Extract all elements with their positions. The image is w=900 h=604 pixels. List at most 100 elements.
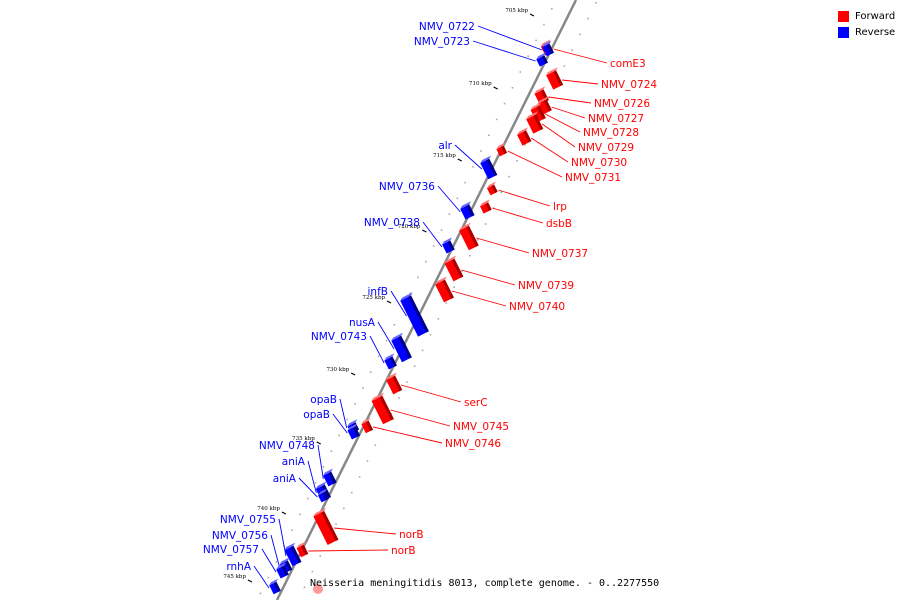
tick-label: 725 kbp: [362, 295, 385, 301]
gene-shade: [352, 422, 360, 431]
gene-top: [315, 481, 327, 489]
gene-shade: [447, 240, 455, 251]
gene-label-nmv-0756[interactable]: NMV_0756: [212, 530, 268, 542]
gene-label-nmv-0722[interactable]: NMV_0722: [419, 21, 475, 33]
gene-label-nmv-0728[interactable]: NMV_0728: [583, 127, 639, 139]
gene-label-nmv-0729[interactable]: NMV_0729: [578, 142, 634, 154]
tick-dot-right: [445, 302, 448, 304]
gene-shade: [553, 70, 564, 87]
leader-line: [307, 460, 317, 494]
gene-feature-nmv-0746: [361, 417, 374, 434]
leader-line: [454, 144, 483, 170]
gene-label-dsbb[interactable]: dsbB: [546, 218, 572, 230]
gene-label-ania[interactable]: aniA: [282, 456, 306, 468]
gene-label-nmv-0757[interactable]: NMV_0757: [203, 544, 259, 556]
gene-feature-nmv-0738: [442, 237, 455, 254]
tick-dot-right: [516, 160, 518, 162]
tick-dot-right: [343, 507, 345, 510]
gene-label-nmv-0736[interactable]: NMV_0736: [379, 181, 435, 193]
tick-dot-right: [413, 365, 416, 367]
gene-feature-infb: [400, 292, 429, 337]
gene-top: [269, 578, 279, 586]
gene-label-opab[interactable]: opaB: [303, 409, 330, 421]
gene-top: [323, 468, 333, 476]
gene-label-nmv-0737[interactable]: NMV_0737: [532, 248, 588, 260]
gene-label-nmv-0739[interactable]: NMV_0739: [518, 280, 574, 292]
tick-dot-right: [500, 191, 503, 194]
gene-label-nmv-0726[interactable]: NMV_0726: [594, 98, 650, 110]
tick-dot-left: [440, 229, 443, 231]
gene-shade: [398, 335, 412, 359]
tick-dot-left: [377, 355, 380, 358]
tick-dot-right: [508, 175, 510, 178]
gene-label-nmv-0740[interactable]: NMV_0740: [509, 301, 565, 313]
gene-feature-norb: [296, 541, 309, 558]
tick-dot-right: [484, 223, 487, 225]
tick-dot-left: [519, 71, 522, 73]
tick-dot-left: [425, 260, 427, 263]
gene-label-alr[interactable]: alr: [438, 140, 452, 152]
gene-feature-nusa: [391, 332, 412, 363]
tick-dot-left: [267, 576, 270, 579]
gene-label-opab[interactable]: opaB: [310, 394, 337, 406]
gene-label-nmv-0738[interactable]: NMV_0738: [364, 217, 420, 229]
gene-label-rnha[interactable]: rnhA: [226, 561, 251, 573]
gene-shade: [322, 484, 331, 499]
tick-dot-right: [335, 523, 337, 525]
tick-dot-left: [354, 403, 356, 405]
gene-top: [400, 292, 413, 301]
tick-dot-left: [464, 181, 466, 184]
gene-label-ania[interactable]: aniA: [273, 473, 297, 485]
gene-label-norb[interactable]: norB: [391, 545, 416, 557]
gene-label-nmv-0743[interactable]: NMV_0743: [311, 331, 367, 343]
gene-label-nusa[interactable]: nusA: [349, 317, 376, 329]
tick-dot-left: [503, 102, 506, 105]
gene-label-nmv-0748[interactable]: NMV_0748: [259, 440, 315, 452]
leader-line: [317, 444, 324, 480]
gene-body: [546, 70, 564, 90]
gene-label-norb[interactable]: norB: [399, 529, 424, 541]
legend-label-forward: Forward: [855, 11, 896, 22]
major-tick: [493, 86, 498, 90]
gene-label-infb[interactable]: infB: [368, 286, 388, 298]
tick-label: 705 kbp: [505, 8, 528, 14]
tick-dot-right: [595, 2, 597, 4]
leader-line: [390, 409, 451, 427]
gene-label-nmv-0730[interactable]: NMV_0730: [571, 157, 627, 169]
gene-shade: [285, 560, 293, 571]
leader-line: [333, 527, 397, 535]
tick-dot-right: [406, 381, 408, 383]
tick-dot-left: [362, 387, 364, 389]
gene-label-nmv-0724[interactable]: NMV_0724: [601, 79, 657, 91]
gene-label-come3[interactable]: comE3: [610, 58, 646, 70]
gene-shade: [322, 491, 329, 501]
gene-label-nmv-0755[interactable]: NMV_0755: [220, 514, 276, 526]
leader-line: [551, 106, 586, 119]
tick-dot-right: [579, 33, 581, 36]
tick-dot-left: [259, 592, 262, 595]
gene-top: [526, 111, 538, 120]
gene-top: [530, 102, 542, 110]
gene-label-nmv-0723[interactable]: NMV_0723: [414, 36, 470, 48]
tick-dot-left: [338, 434, 341, 437]
gene-top: [546, 67, 558, 76]
tick-dot-right: [437, 318, 440, 320]
gene-label-nmv-0746[interactable]: NMV_0746: [445, 438, 501, 450]
gene-feature-nmv-0729: [526, 111, 544, 134]
tick-dot-right: [461, 270, 463, 273]
partial-gene-feature: [313, 584, 323, 594]
gene-label-serc[interactable]: serC: [464, 397, 488, 409]
tick-label: 710 kbp: [469, 81, 492, 87]
gene-body: [480, 158, 498, 180]
gene-label-nmv-0745[interactable]: NMV_0745: [453, 421, 509, 433]
tick-dot-left: [535, 39, 537, 42]
gene-label-nmv-0731[interactable]: NMV_0731: [565, 172, 621, 184]
tick-label: 720 kbp: [398, 224, 421, 230]
gene-label-nmv-0727[interactable]: NMV_0727: [588, 113, 644, 125]
gene-shade: [451, 258, 464, 278]
leader-line: [498, 189, 551, 207]
gene-label-lrp[interactable]: lrp: [553, 201, 567, 213]
leader-line: [390, 290, 407, 317]
